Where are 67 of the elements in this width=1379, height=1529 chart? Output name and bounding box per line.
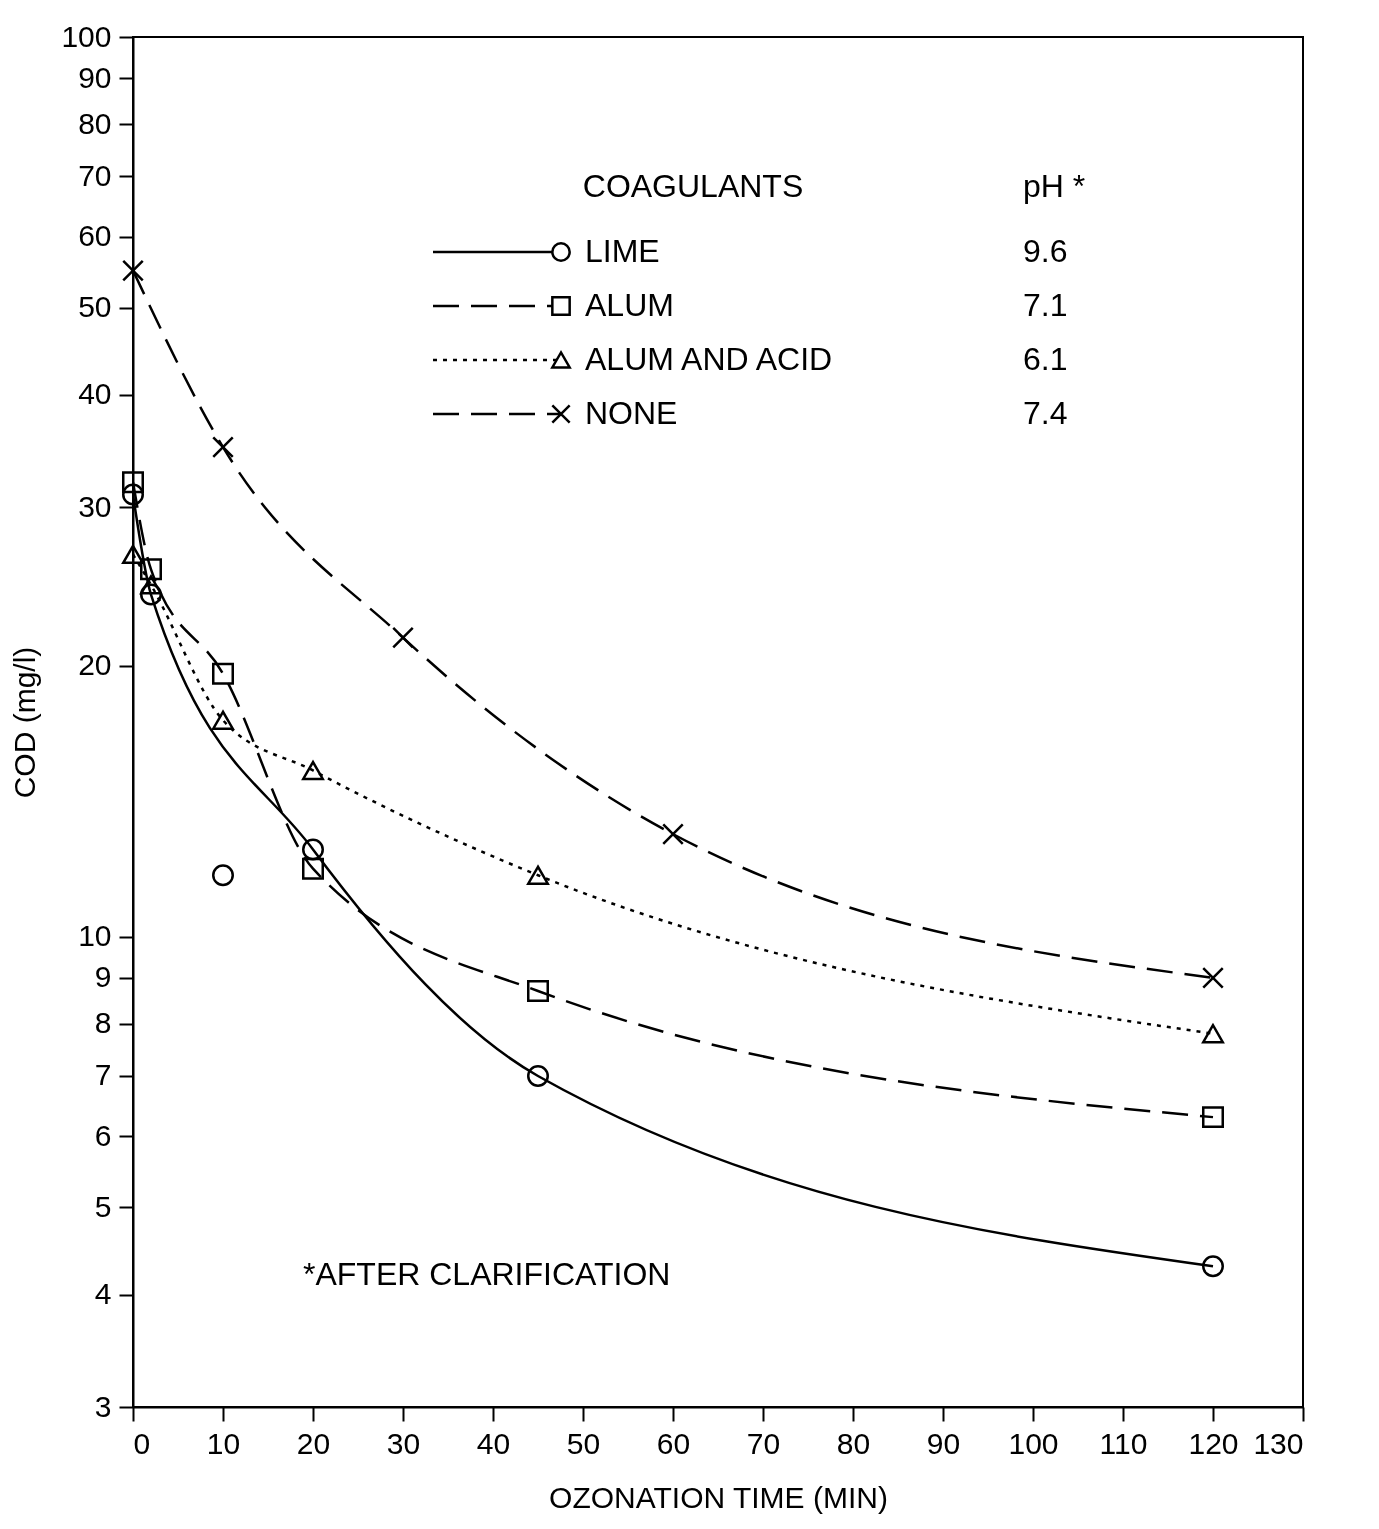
point xyxy=(527,980,549,1003)
x-tick-label: 50 xyxy=(566,1426,601,1460)
y-tick-label: 100 xyxy=(61,19,112,53)
point xyxy=(140,575,162,595)
y-tick-label: 3 xyxy=(94,1389,112,1423)
x-tick-label: 110 xyxy=(1099,1426,1148,1460)
y-tick-label: 40 xyxy=(78,377,112,411)
y-tick-label: 10 xyxy=(78,919,112,953)
legend-label: LIME xyxy=(585,233,660,269)
annotation: 6.1 xyxy=(1023,341,1068,377)
legend-label: ALUM AND ACID xyxy=(585,341,833,377)
y-tick-label: 4 xyxy=(94,1277,112,1311)
y-tick-label: 30 xyxy=(78,489,112,523)
y-axis-title: COD (mg/l) xyxy=(8,646,42,799)
point xyxy=(212,662,234,685)
x-tick-label: 120 xyxy=(1188,1426,1239,1460)
annotation: *AFTER CLARIFICATION xyxy=(303,1256,671,1292)
point xyxy=(122,259,144,282)
legend-label: NONE xyxy=(585,395,678,431)
point xyxy=(527,1064,549,1087)
x-tick-label: 60 xyxy=(656,1426,691,1460)
point xyxy=(140,583,162,606)
point xyxy=(1202,1106,1224,1129)
point xyxy=(302,838,324,861)
point xyxy=(140,558,162,581)
y-tick-label: 6 xyxy=(94,1118,112,1152)
point xyxy=(527,865,549,885)
y-tick-label: 90 xyxy=(78,60,112,94)
point xyxy=(122,471,144,494)
y-tick-label: 5 xyxy=(94,1189,112,1223)
legend-label: ALUM xyxy=(585,287,674,323)
x-tick-label: 70 xyxy=(746,1426,781,1460)
point xyxy=(662,823,684,846)
point xyxy=(122,483,144,506)
x-tick-label: 130 xyxy=(1253,1426,1304,1460)
point xyxy=(122,544,144,565)
y-tick-label: 20 xyxy=(78,648,112,682)
y-tick-label: 60 xyxy=(78,219,112,253)
x-tick-label: 100 xyxy=(1008,1426,1059,1460)
annotation: pH * xyxy=(1023,168,1086,204)
x-tick-label: 20 xyxy=(296,1426,331,1460)
x-tick-label: 30 xyxy=(386,1426,421,1460)
annotation: 7.4 xyxy=(1023,395,1068,431)
point xyxy=(1202,1023,1224,1044)
x-tick-label: 10 xyxy=(206,1426,241,1460)
legend-title: COAGULANTS xyxy=(582,168,804,204)
point xyxy=(302,857,324,880)
point xyxy=(1202,966,1224,989)
point xyxy=(302,760,324,781)
y-tick-label: 8 xyxy=(94,1006,112,1040)
point xyxy=(1202,1255,1224,1278)
x-tick-label: 80 xyxy=(836,1426,871,1460)
x-tick-label: 40 xyxy=(476,1426,511,1460)
point xyxy=(212,436,234,459)
x-tick-label: 90 xyxy=(926,1426,961,1460)
annotation: 7.1 xyxy=(1023,287,1068,323)
point xyxy=(212,710,234,730)
x-axis-title: OZONATION TIME (MIN) xyxy=(549,1480,888,1514)
y-tick-label: 80 xyxy=(78,106,112,140)
point xyxy=(392,626,414,649)
point xyxy=(212,864,234,887)
x-tick-label: 0 xyxy=(133,1426,151,1460)
y-tick-label: 7 xyxy=(94,1058,112,1092)
y-tick-label: 50 xyxy=(78,290,112,324)
annotation: 9.6 xyxy=(1023,233,1068,269)
y-tick-label: 9 xyxy=(94,960,112,994)
y-tick-label: 70 xyxy=(78,158,112,192)
